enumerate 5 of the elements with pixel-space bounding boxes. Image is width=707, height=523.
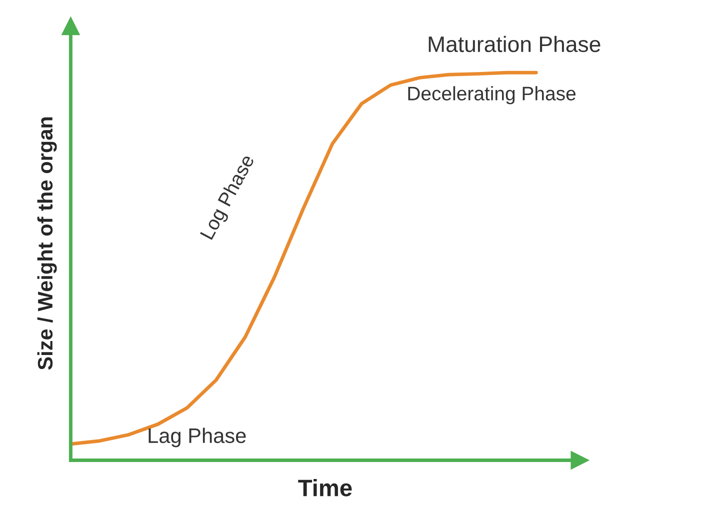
y-axis-title: Size / Weight of the organ xyxy=(37,117,57,370)
annotation: Decelerating Phase xyxy=(408,86,576,104)
x-axis-title: Time xyxy=(298,478,352,496)
text: Maturation Phase xyxy=(428,36,600,52)
annotation: Lag Phase xyxy=(148,428,246,448)
